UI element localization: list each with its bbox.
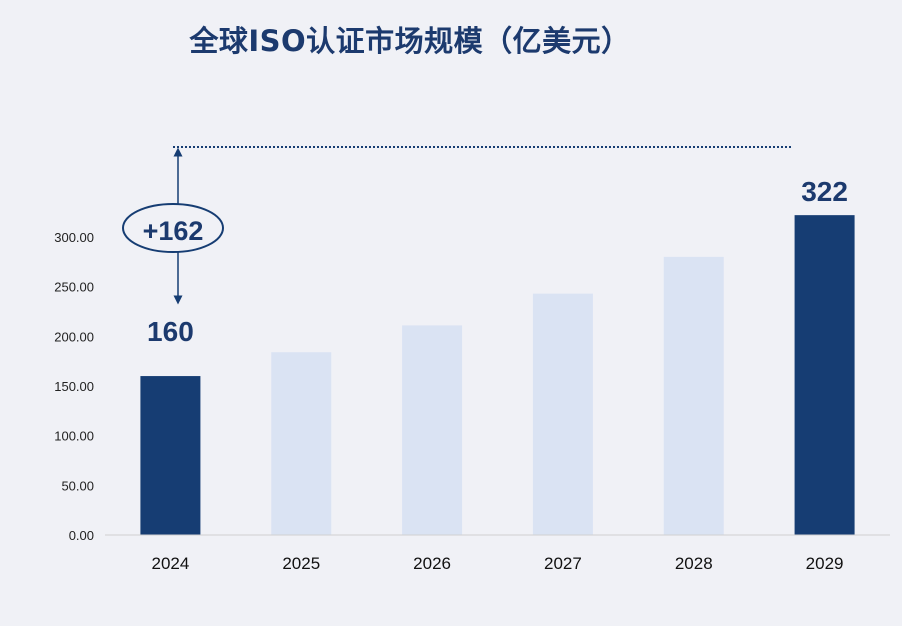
x-tick-label: 2026 (413, 554, 451, 573)
chart-title: 全球ISO认证市场规模（亿美元） (189, 24, 631, 58)
y-tick-label: 100.00 (54, 429, 94, 444)
x-tick-label: 2024 (152, 554, 190, 573)
annotation-label: +162 (143, 216, 204, 246)
bar-2027 (532, 293, 593, 535)
bar-2029 (794, 215, 855, 535)
bar-2024 (140, 376, 201, 535)
x-tick-label: 2027 (544, 554, 582, 573)
y-tick-label: 300.00 (54, 230, 94, 245)
bar-2025 (271, 352, 332, 535)
y-tick-label: 200.00 (54, 329, 94, 344)
bar-2026 (402, 325, 463, 535)
y-tick-label: 250.00 (54, 280, 94, 295)
y-tick-label: 0.00 (69, 528, 94, 543)
x-tick-label: 2029 (806, 554, 844, 573)
y-tick-label: 150.00 (54, 379, 94, 394)
bar-2028 (663, 256, 724, 535)
x-tick-label: 2025 (282, 554, 320, 573)
data-label-2024: 160 (147, 316, 194, 347)
x-axis: 2024 2025 2026 2027 2028 2029 (105, 534, 890, 573)
y-tick-label: 50.00 (61, 478, 94, 493)
y-axis: 0.00 50.00 100.00 150.00 200.00 250.00 300.00 (54, 230, 94, 543)
x-tick-label: 2028 (675, 554, 713, 573)
data-labels: 160 322 (147, 176, 848, 347)
annotation-ellipse (122, 203, 224, 253)
bars (140, 215, 855, 535)
growth-annotation: +162 (122, 146, 792, 305)
data-label-2029: 322 (801, 176, 848, 207)
